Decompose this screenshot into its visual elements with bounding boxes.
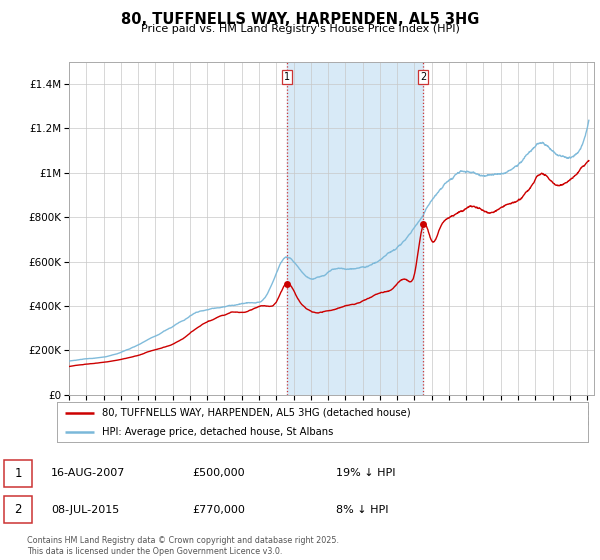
Text: 80, TUFFNELLS WAY, HARPENDEN, AL5 3HG: 80, TUFFNELLS WAY, HARPENDEN, AL5 3HG [121, 12, 479, 27]
Text: £770,000: £770,000 [192, 505, 245, 515]
Text: 1: 1 [14, 466, 22, 480]
Text: 19% ↓ HPI: 19% ↓ HPI [336, 468, 395, 478]
Text: 1: 1 [284, 72, 290, 82]
Text: 80, TUFFNELLS WAY, HARPENDEN, AL5 3HG (detached house): 80, TUFFNELLS WAY, HARPENDEN, AL5 3HG (d… [102, 408, 411, 418]
Text: 2: 2 [14, 503, 22, 516]
Text: £500,000: £500,000 [192, 468, 245, 478]
Text: Price paid vs. HM Land Registry's House Price Index (HPI): Price paid vs. HM Land Registry's House … [140, 24, 460, 34]
Text: 16-AUG-2007: 16-AUG-2007 [51, 468, 125, 478]
Text: HPI: Average price, detached house, St Albans: HPI: Average price, detached house, St A… [102, 427, 334, 436]
Text: Contains HM Land Registry data © Crown copyright and database right 2025.
This d: Contains HM Land Registry data © Crown c… [27, 536, 339, 556]
Text: 8% ↓ HPI: 8% ↓ HPI [336, 505, 389, 515]
Text: 2: 2 [420, 72, 427, 82]
Text: 08-JUL-2015: 08-JUL-2015 [51, 505, 119, 515]
Bar [287, 62, 424, 395]
